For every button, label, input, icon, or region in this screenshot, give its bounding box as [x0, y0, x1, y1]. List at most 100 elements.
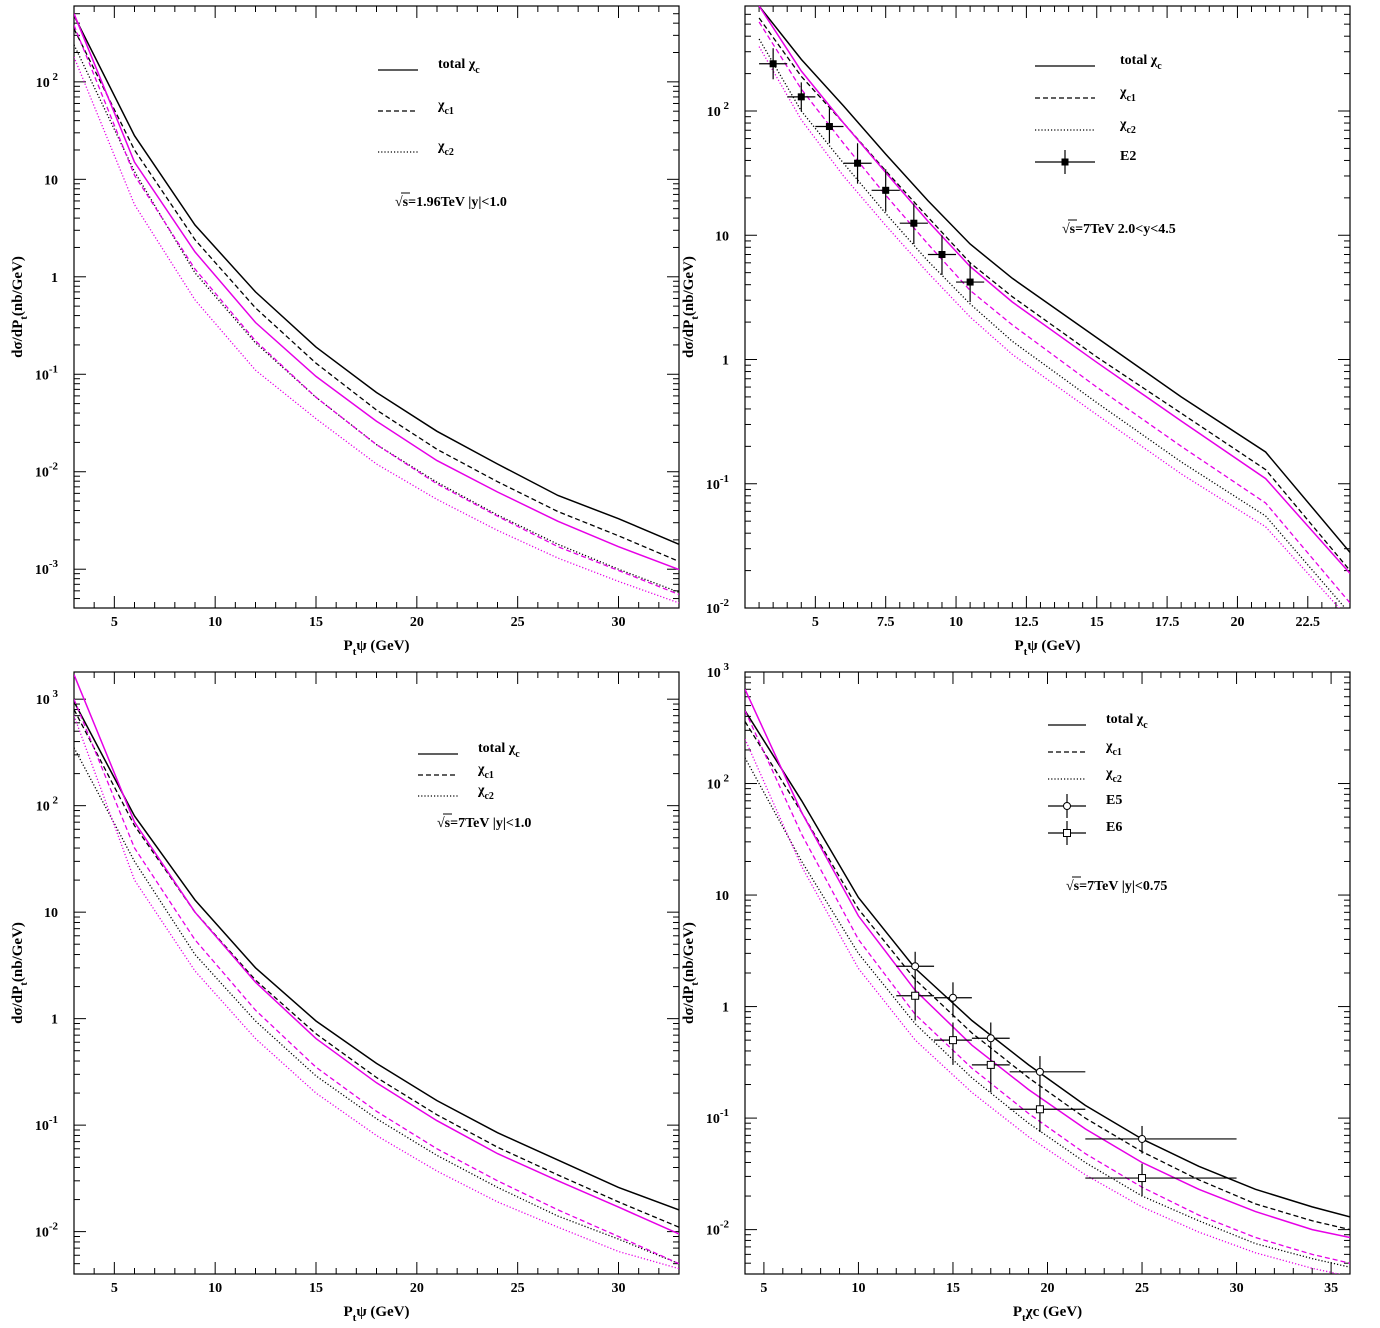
- y-tick-label: 10: [44, 906, 58, 921]
- y-axis-title: dσ/dPt(nb/GeV): [10, 256, 30, 358]
- x-tick-label: 5: [111, 615, 118, 630]
- data-point-filled-square: [938, 250, 946, 258]
- data-point-open-square: [948, 1036, 957, 1045]
- data-point-open-square: [1035, 1105, 1044, 1114]
- x-tick-label: 15: [309, 1281, 323, 1296]
- series-magenta-solid: [745, 688, 1350, 1239]
- series-magenta-solid: [74, 674, 679, 1235]
- x-axis-title: Ptψ (GeV): [343, 1304, 409, 1324]
- x-tick-label: 30: [612, 615, 626, 630]
- y-tick-label: 10-1: [706, 1107, 729, 1127]
- series-black-solid: [74, 701, 679, 1211]
- data-point-filled-square: [854, 159, 862, 167]
- panel-top-right: 5 7.5 10 12.5 15 17.5 20 22.5 10-2 10-1 1 10 10 2 Ptψ…: [681, 5, 1351, 658]
- x-tick-label: 20: [1230, 615, 1244, 630]
- legend-marker: [1061, 158, 1069, 166]
- y-tick-label: 10-1: [35, 363, 58, 383]
- plot-frame: [744, 5, 1351, 609]
- legend-marker: [1063, 829, 1071, 837]
- y-tick-label: 10 2: [707, 773, 730, 793]
- y-tick-label: 10-2: [35, 1221, 59, 1241]
- y-tick-label: 10-2: [35, 461, 59, 481]
- series-black-dashed: [758, 17, 1350, 572]
- y-tick-label: 10: [715, 229, 729, 244]
- data-point-filled-square: [825, 123, 833, 131]
- energy-rapidity-note: √s=7TeV |y|<1.0: [437, 816, 531, 831]
- y-tick-label: 1: [51, 271, 58, 286]
- x-tick-label: 20: [1041, 1281, 1055, 1296]
- energy-rapidity-note: √s=1.96TeV |y|<1.0: [395, 195, 507, 210]
- x-tick-label: 20: [410, 615, 424, 630]
- y-tick-label: 10 3: [707, 661, 730, 681]
- legend-label: χc1: [1105, 739, 1122, 758]
- x-tick-label: 30: [1230, 1281, 1244, 1296]
- panel-bottom-left: 5 10 15 20 25 30 10-2 10-1 1 10 10 2 10 3 Ptψ (GeV) d…: [10, 671, 680, 1324]
- series-black-dashed: [74, 28, 679, 563]
- series-black-solid: [74, 15, 679, 545]
- y-tick-label: 10-1: [35, 1114, 58, 1134]
- series-magenta-dotted: [758, 46, 1341, 608]
- legend-label: χc2: [477, 783, 494, 802]
- energy-rapidity-note: √s=7TeV 2.0<y<4.5: [1062, 222, 1176, 237]
- y-axis-title: dσ/dPt(nb/GeV): [681, 256, 701, 358]
- data-point-open-square: [911, 991, 920, 1000]
- series-magenta-solid: [74, 13, 679, 571]
- data-point-filled-square: [882, 186, 890, 194]
- series-black-dashed: [745, 721, 1350, 1231]
- legend-label: χc2: [1119, 117, 1136, 136]
- x-tick-label: 35: [1324, 1281, 1338, 1296]
- x-tick-label: 10: [851, 1281, 865, 1296]
- series-black-dotted: [745, 757, 1350, 1268]
- y-axis-title: dσ/dPt(nb/GeV): [681, 922, 701, 1024]
- legend-marker: [1063, 802, 1071, 810]
- x-tick-label: 12.5: [1014, 615, 1039, 630]
- y-tick-label: 10: [715, 889, 729, 904]
- y-tick-label: 10-1: [706, 473, 729, 493]
- x-tick-label: 25: [1135, 1281, 1149, 1296]
- legend-label: χc1: [477, 762, 494, 781]
- y-tick-label: 10 2: [707, 100, 730, 120]
- plot-frame: [73, 671, 680, 1275]
- x-tick-label: 10: [208, 615, 222, 630]
- data-point-open-square: [986, 1060, 995, 1069]
- x-tick-label: 7.5: [877, 615, 895, 630]
- x-tick-label: 17.5: [1155, 615, 1180, 630]
- y-tick-label: 10 2: [36, 795, 59, 815]
- x-tick-label: 15: [309, 615, 323, 630]
- x-axis-title: Ptχc (GeV): [1013, 1304, 1082, 1324]
- x-axis-title: Ptψ (GeV): [343, 638, 409, 658]
- series-magenta-dashed: [745, 710, 1350, 1264]
- x-tick-label: 25: [511, 615, 525, 630]
- curves: [74, 674, 679, 1270]
- series-magenta-dashed: [74, 25, 679, 596]
- legend-label: E6: [1106, 820, 1122, 835]
- series-magenta-solid: [758, 6, 1350, 574]
- curves: [74, 13, 679, 604]
- legend-label: total χc: [1120, 53, 1162, 72]
- data-point-open-circle: [948, 993, 957, 1002]
- y-tick-label: 10: [44, 173, 58, 188]
- x-tick-label: 5: [111, 1281, 118, 1296]
- series-black-solid: [745, 710, 1350, 1218]
- series-magenta-dashed: [74, 698, 679, 1265]
- x-tick-label: 20: [410, 1281, 424, 1296]
- x-tick-label: 15: [946, 1281, 960, 1296]
- legend-label: χc1: [1119, 85, 1136, 104]
- x-tick-label: 15: [1090, 615, 1104, 630]
- x-axis-title: Ptψ (GeV): [1014, 638, 1080, 658]
- legend-label: total χc: [478, 741, 520, 760]
- x-tick-label: 30: [612, 1281, 626, 1296]
- panel-top-left: 5 10 15 20 25 30 10-3 10-2 10-1 1 10 10 2 Ptψ (GeV) d…: [10, 5, 680, 658]
- legend-label: χc2: [1105, 766, 1122, 785]
- series-black-solid: [758, 6, 1350, 553]
- x-tick-label: 5: [760, 1281, 767, 1296]
- y-tick-label: 10 2: [36, 71, 59, 91]
- y-tick-label: 10-2: [706, 1219, 730, 1239]
- data-point-open-circle: [1138, 1134, 1147, 1143]
- series-black-dotted: [758, 38, 1346, 608]
- y-tick-label: 10-3: [35, 558, 59, 578]
- x-tick-label: 10: [208, 1281, 222, 1296]
- legend-label: total χc: [1106, 712, 1148, 731]
- energy-rapidity-note: √s=7TeV |y|<0.75: [1066, 879, 1167, 894]
